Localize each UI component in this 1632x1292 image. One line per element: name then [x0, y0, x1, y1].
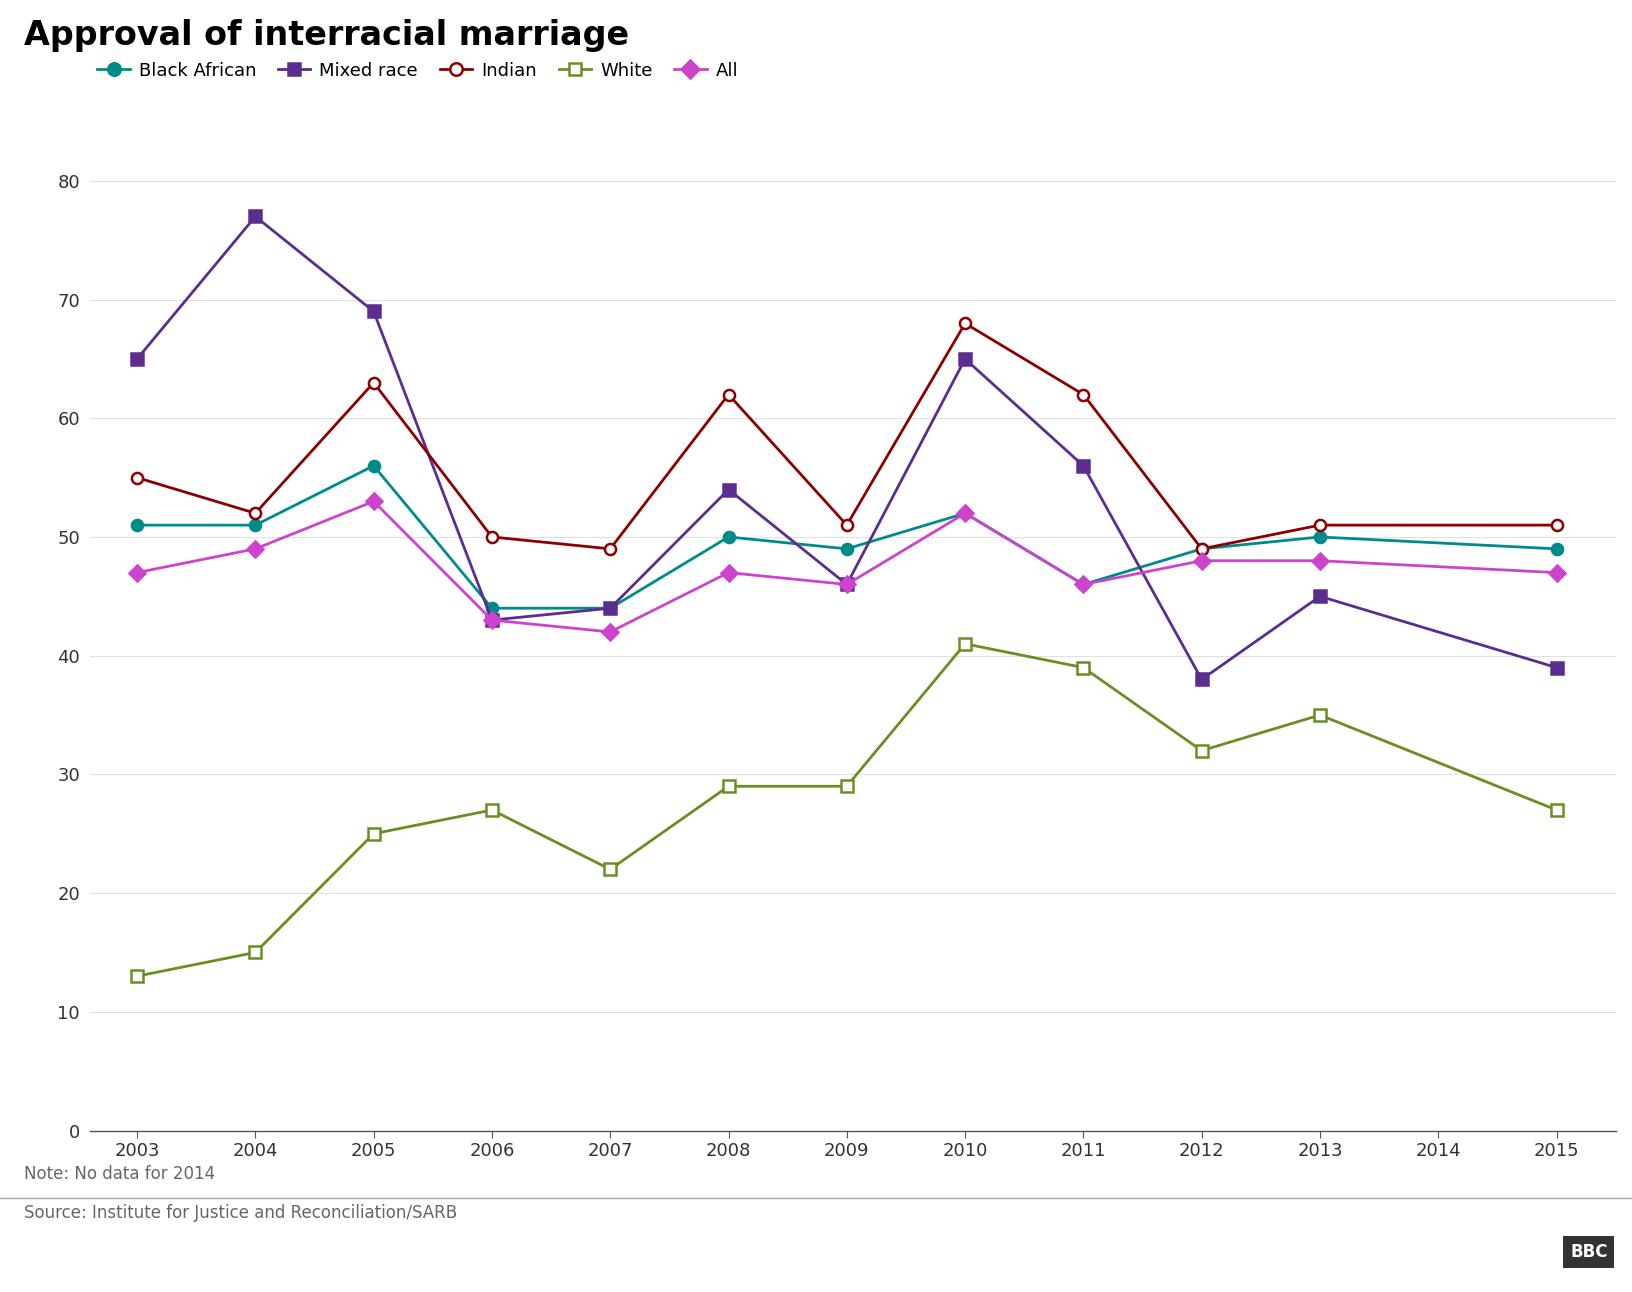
- Text: Approval of interracial marriage: Approval of interracial marriage: [24, 19, 630, 53]
- Text: Source: Institute for Justice and Reconciliation/SARB: Source: Institute for Justice and Reconc…: [24, 1204, 457, 1222]
- Text: BBC: BBC: [1570, 1243, 1608, 1261]
- Legend: Black African, Mixed race, Indian, White, All: Black African, Mixed race, Indian, White…: [98, 62, 738, 80]
- Text: Note: No data for 2014: Note: No data for 2014: [24, 1165, 215, 1183]
